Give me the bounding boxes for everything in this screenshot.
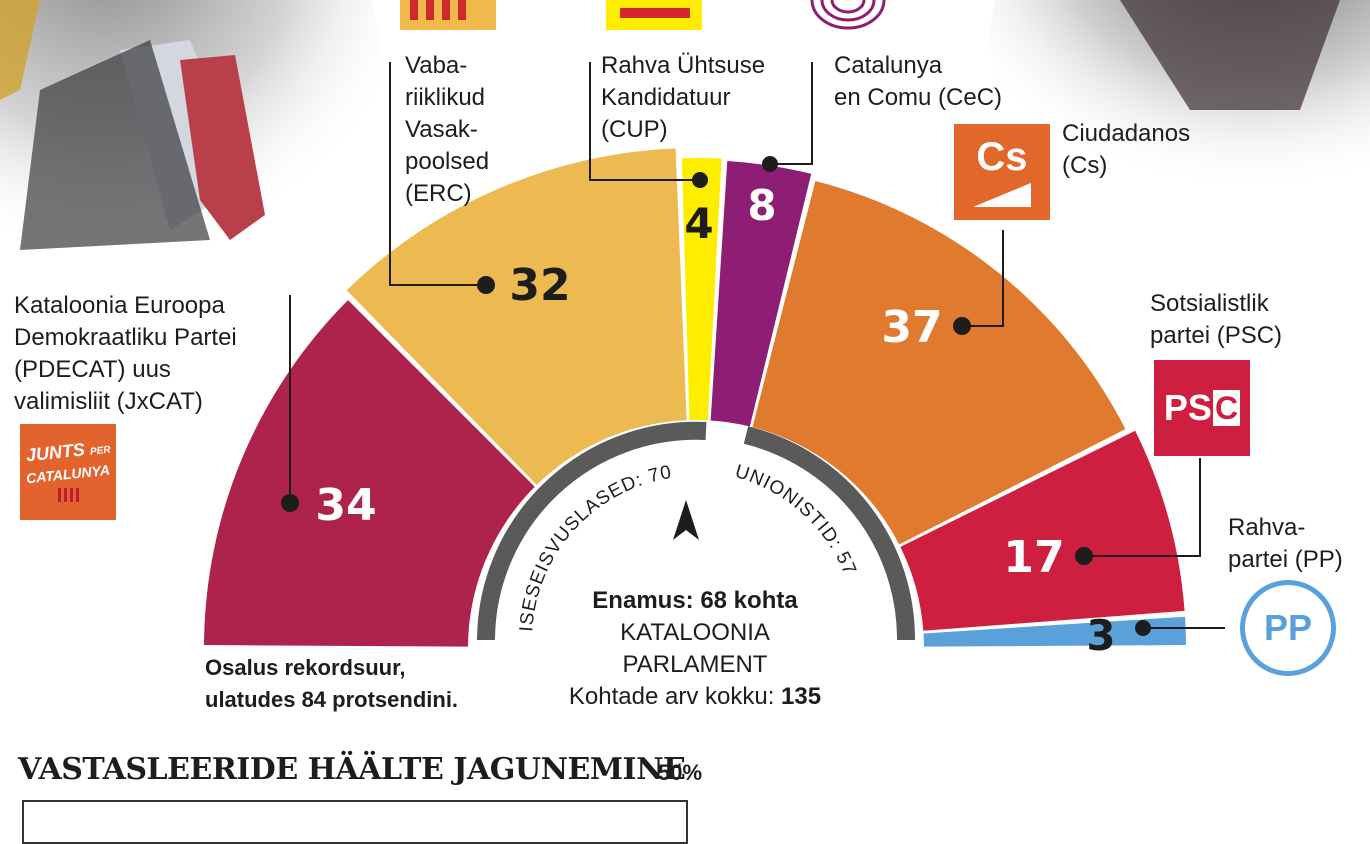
- jxcat-logo: JUNTS PER CATALUNYA: [20, 424, 116, 520]
- psc-dot: [1075, 547, 1093, 565]
- pp-logo-text: PP: [1263, 607, 1313, 648]
- psc-logo-text: PS: [1163, 387, 1212, 428]
- erc-logo-stripes: [410, 0, 466, 20]
- independence-bloc-ring: [477, 421, 707, 641]
- leader-lines: [289, 62, 1225, 629]
- psc-leader-line: [1084, 458, 1201, 557]
- seat-value-jxcat: 34: [315, 480, 376, 531]
- total-seats-label: Kohtade arv kokku:: [568, 683, 775, 710]
- seat-value-cs: 37: [881, 302, 942, 353]
- seat-arc-cup: [681, 158, 722, 421]
- total-seats-value: 135: [781, 683, 822, 710]
- cs-logo-text: Cs: [976, 135, 1028, 179]
- cec-dot: [762, 156, 778, 172]
- psc-logo: PS C: [1154, 360, 1250, 456]
- background-photo-right: [990, 0, 1370, 230]
- section-percent: 50%: [658, 760, 703, 785]
- party-label-cs: Ciudadanos (Cs): [1062, 120, 1191, 179]
- party-label-erc: Vaba- riiklikud Vasak- poolsed (ERC): [405, 52, 490, 207]
- party-label-cup: Rahva Ühtsuse Kandidatuur (CUP): [601, 52, 766, 143]
- turnout-note: Osalus rekordsuur, ulatudes 84 protsendi…: [205, 655, 459, 712]
- jxcat-logo-stripes: [57, 488, 79, 502]
- jxcat-dot: [281, 494, 299, 512]
- seat-arc-pp: [923, 616, 1186, 647]
- party-label-jxcat: Kataloonia Euroopa Demokraatliku Partei …: [14, 292, 237, 415]
- seat-arc-jxcat: [204, 300, 535, 647]
- leader-dots: [281, 156, 1151, 636]
- total-seats: Kohtade arv kokku: 135: [545, 681, 845, 713]
- erc-leader-line: [389, 62, 486, 286]
- cup-dot: [692, 172, 708, 188]
- cup-logo-mark: [620, 8, 690, 18]
- majority-pointer-icon: [673, 500, 699, 540]
- seat-arc-cec: [710, 161, 812, 427]
- cs-logo: Cs: [954, 124, 1050, 220]
- parliament-chart: ISESEISVUSLASED: 70 UNIONISTID: 57 34 32…: [0, 0, 1370, 660]
- seat-value-psc: 17: [1003, 532, 1064, 583]
- cs-leader-line: [962, 230, 1004, 327]
- section-title: VASTASLEERIDE HÄÄLTE JAGUNEMINE: [18, 752, 686, 787]
- cs-dot: [953, 317, 971, 335]
- seat-arc-erc: [346, 148, 687, 485]
- party-label-pp: Rahva- partei (PP): [1228, 514, 1343, 573]
- pp-logo: PP: [1240, 580, 1336, 676]
- erc-dot: [477, 276, 495, 294]
- seat-value-cup: 4: [684, 199, 713, 248]
- cup-leader-line: [589, 62, 700, 181]
- seat-arc-psc: [900, 430, 1185, 631]
- chart-title: KATALOONIA PARLAMENT: [620, 619, 770, 678]
- majority-label: Enamus: 68 kohta: [592, 587, 798, 614]
- party-label-cec: Catalunya en Comu (CeC): [834, 52, 1003, 111]
- seat-arc-cs: [752, 181, 1126, 545]
- cs-logo-mark: [973, 183, 1031, 207]
- party-label-psc: Sotsialistlik partei (PSC): [1150, 290, 1283, 349]
- background-photo-left: [0, 0, 380, 280]
- jxcat-logo-per: PER: [89, 444, 111, 458]
- seat-value-cec: 8: [747, 181, 776, 230]
- pp-dot: [1135, 620, 1151, 636]
- chart-center-info: Enamus: 68 kohta KATALOONIA PARLAMENT Ko…: [545, 585, 845, 713]
- cec-leader-line: [770, 62, 813, 165]
- cec-logo: [810, 0, 886, 30]
- party-arcs: [204, 148, 1186, 647]
- seat-value-erc: 32: [509, 260, 570, 311]
- seat-value-pp: 3: [1086, 611, 1115, 660]
- jxcat-logo-line1: JUNTS: [24, 439, 86, 466]
- vote-split-bar: [22, 800, 688, 844]
- unionist-bloc-ring: [743, 426, 916, 641]
- psc-logo-c: C: [1212, 390, 1241, 426]
